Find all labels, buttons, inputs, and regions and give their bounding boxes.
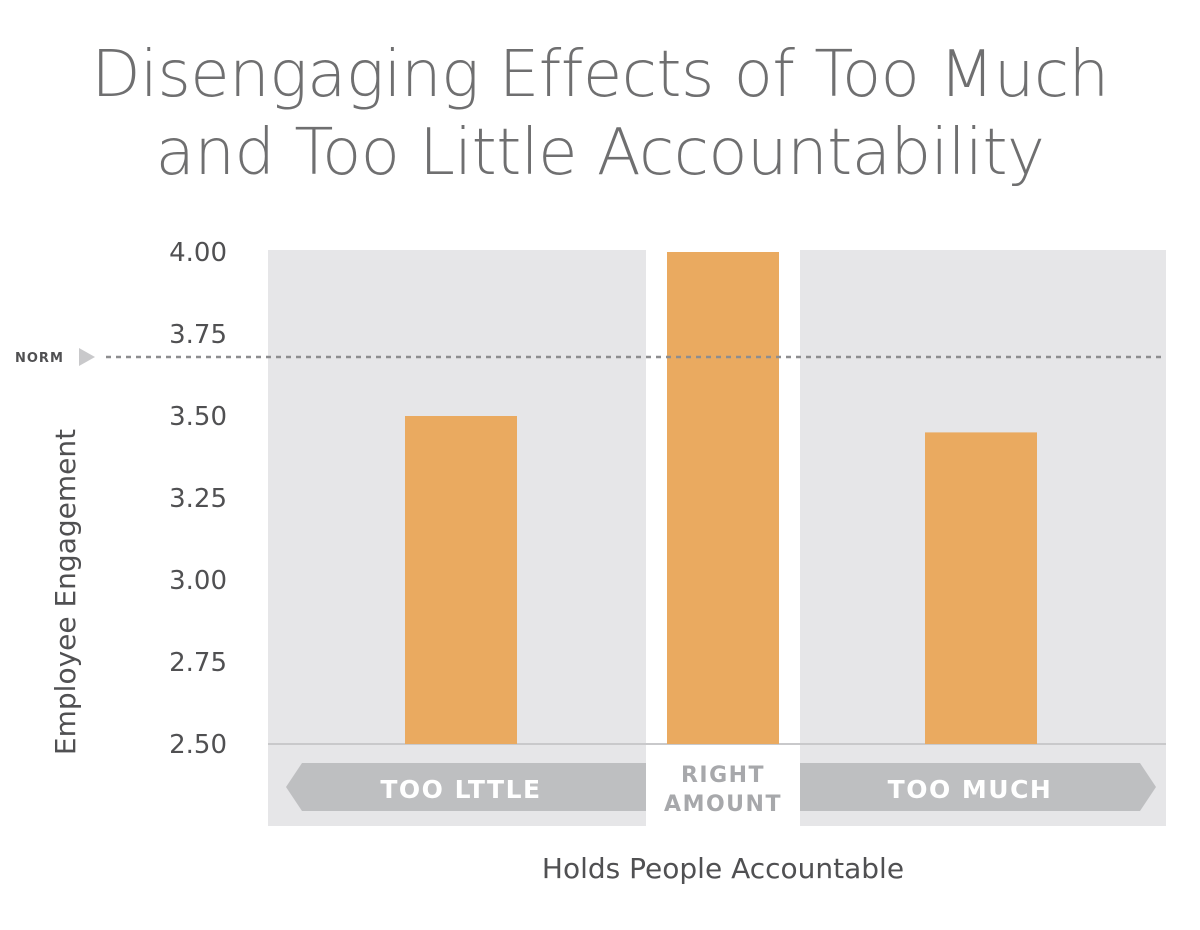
norm-arrow-icon bbox=[79, 347, 95, 366]
category-label-right-amount-line-1: RIGHT bbox=[681, 763, 765, 788]
y-tick-label: 2.50 bbox=[169, 730, 227, 760]
y-axis-ticks: 4.00 3.75 3.50 3.25 3.00 2.75 2.50 bbox=[169, 238, 227, 760]
y-tick-label: 3.75 bbox=[169, 320, 227, 350]
y-tick-label: 3.50 bbox=[169, 402, 227, 432]
y-tick-label: 2.75 bbox=[169, 648, 227, 678]
y-axis-label: Employee Engagement bbox=[49, 429, 82, 755]
category-label-right-amount-line-2: AMOUNT bbox=[664, 792, 782, 817]
chart-title: Disengaging Effects of Too Much and Too … bbox=[0, 36, 1200, 192]
category-label-too-much: TOO MUCH bbox=[888, 775, 1053, 804]
y-tick-label: 3.00 bbox=[169, 566, 227, 596]
bar-3 bbox=[925, 432, 1037, 744]
category-band-too-much bbox=[800, 763, 1156, 811]
bar-1 bbox=[405, 416, 517, 744]
y-tick-label: 4.00 bbox=[169, 238, 227, 268]
x-axis-label: Holds People Accountable bbox=[542, 852, 904, 885]
chart-title-line-2: and Too Little Accountability bbox=[155, 116, 1045, 190]
bars bbox=[405, 252, 1037, 744]
norm-reference: NORM bbox=[15, 347, 1166, 366]
bar-2 bbox=[667, 252, 779, 744]
chart-title-line-1: Disengaging Effects of Too Much bbox=[91, 38, 1109, 112]
category-label-too-little: TOO LTTLE bbox=[380, 775, 541, 804]
y-tick-label: 3.25 bbox=[169, 484, 227, 514]
norm-label: NORM bbox=[15, 351, 64, 366]
category-band-too-little bbox=[286, 763, 646, 811]
